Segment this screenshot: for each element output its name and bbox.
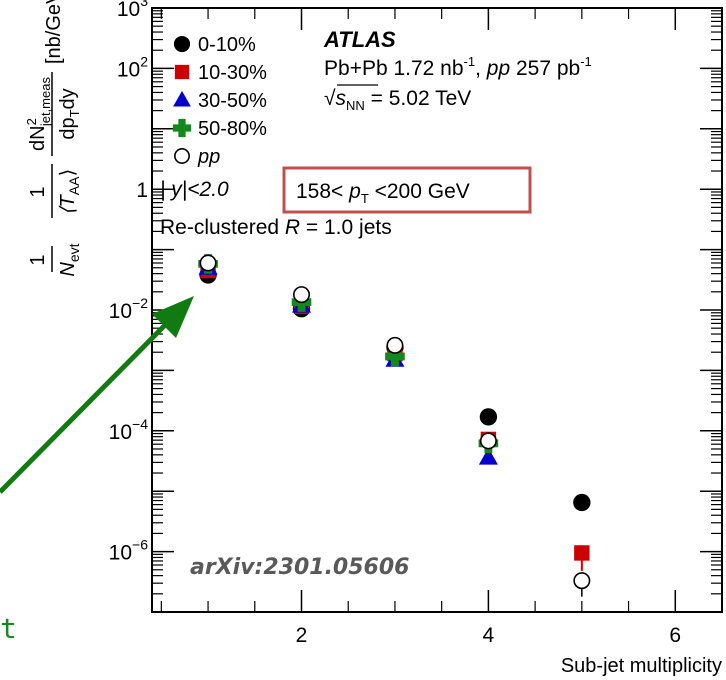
ylabel-frac3-den-tail: dy	[57, 88, 79, 109]
lumi-exp2: -1	[580, 54, 592, 69]
x-tick-label: 4	[483, 624, 495, 647]
rapidity-label: | y|<2.0	[160, 178, 229, 201]
ylabel-units: [nb/GeV]	[43, 0, 65, 64]
jets-post: = 1.0 jets	[300, 216, 392, 239]
atlas-label: ATLAS	[323, 27, 396, 52]
legend-entry-0-10: 0-10%	[198, 34, 256, 56]
svg-text:Nevt: Nevt	[57, 243, 82, 276]
y-tick-label: 10−4	[109, 416, 149, 444]
y-tick-label: 10−6	[109, 537, 149, 565]
energy-label: √sNN = 5.02 TeV	[324, 87, 471, 113]
ylabel-frac3-num: dN	[27, 125, 49, 151]
x-tick-label: 2	[296, 624, 308, 647]
y-axis-label: 1 Nevt 1 ⟨TAA⟩ dN2jet,meas dpTdy [nb/GeV…	[24, 0, 82, 277]
ylabel-frac1-den: N	[57, 262, 79, 277]
partial-glyph: t	[0, 612, 17, 645]
legend: 0-10% 10-30% 30-50% 50-80% pp	[172, 34, 267, 168]
ylabel-frac3-num-sub: jet,meas	[38, 77, 53, 128]
pt-symbol: p	[348, 180, 361, 203]
data-point-0-10-	[573, 493, 591, 512]
legend-markers	[172, 35, 192, 164]
svg-text:dN2jet,meas: dN2jet,meas	[24, 77, 53, 151]
data-points	[198, 254, 591, 597]
lumi-exp1: -1	[464, 54, 476, 69]
annotation-arrow	[0, 296, 194, 494]
legend-entry-pp: pp	[197, 146, 220, 168]
data-point-pp	[199, 254, 217, 272]
ylabel-frac2-den-close: ⟩	[57, 169, 79, 177]
ylabel-frac2-num: 1	[27, 186, 49, 197]
data-point-30-50-	[478, 447, 498, 465]
lumi-pbpb: Pb+Pb 1.72 nb	[324, 57, 464, 80]
legend-entry-30-50: 30-50%	[198, 90, 267, 112]
jets-label: Re-clustered R = 1.0 jets	[160, 216, 392, 239]
lumi-pp: pp	[486, 57, 510, 80]
y-tick-labels: 103 102 1 10−2 10−4 10−6	[109, 0, 149, 565]
ylabel-frac3-den: dp	[57, 117, 79, 139]
jets-r: R	[285, 216, 300, 239]
legend-marker-pp	[174, 148, 190, 164]
data-point-10-30-	[574, 545, 590, 561]
pt-range-label: 158< pT <200 GeV	[296, 180, 470, 206]
data-point-pp	[293, 286, 311, 304]
ylabel-frac3-num-sup: 2	[24, 118, 39, 125]
pt-range-max: <200 GeV	[369, 180, 470, 203]
pt-range-min: 158<	[296, 180, 349, 203]
y-tick-label: 1	[136, 179, 148, 202]
x-tick-label: 6	[669, 624, 681, 647]
svg-text:1: 1	[27, 254, 49, 265]
y-tick-label: 102	[117, 53, 148, 81]
axis-ticks	[152, 7, 723, 613]
data-point-pp	[479, 432, 497, 450]
arxiv-label: arXiv:2301.05606	[190, 555, 409, 580]
x-tick-labels: 2 4 6	[296, 624, 681, 647]
legend-marker-0-10-	[173, 35, 191, 53]
pt-range-box	[282, 166, 532, 214]
legend-entry-50-80: 50-80%	[198, 118, 267, 140]
legend-marker-10-30-	[174, 64, 190, 80]
data-point-0-10-	[479, 408, 498, 426]
data-point-50-80-	[385, 346, 405, 367]
y-tick-label: 103	[117, 0, 148, 21]
data-point-pp	[386, 336, 404, 354]
legend-entry-10-30: 10-30%	[198, 62, 267, 84]
legend-marker-30-50-	[173, 90, 191, 107]
svg-text:dpTdy: dpTdy	[57, 88, 82, 139]
legend-marker-50-80-	[172, 118, 192, 138]
jets-pre: Re-clustered	[160, 216, 285, 239]
ylabel-frac1-den-sub: evt	[66, 243, 82, 262]
lumi-sep: ,	[475, 57, 487, 80]
svg-text:1: 1	[27, 186, 49, 197]
energy-sqrt: √	[324, 87, 336, 110]
ylabel-frac2-den: ⟨T	[57, 193, 79, 215]
ylabel-frac1-num: 1	[27, 254, 49, 265]
energy-s: s	[336, 87, 347, 110]
data-point-pp	[573, 572, 591, 590]
x-axis-label: Sub-jet multiplicity	[561, 655, 722, 677]
ylabel-frac3-den-sub: T	[67, 109, 82, 117]
lumi-pp-value: 257 pb	[510, 57, 580, 80]
svg-text:[nb/GeV]: [nb/GeV]	[43, 0, 65, 64]
energy-value: = 5.02 TeV	[365, 87, 471, 110]
y-tick-label: 10−2	[109, 295, 149, 323]
lumi-label: Pb+Pb 1.72 nb-1, pp 257 pb-1	[324, 54, 592, 80]
pt-sub: T	[361, 191, 369, 206]
energy-sub: NN	[346, 98, 365, 113]
svg-text:⟨TAA⟩: ⟨TAA⟩	[57, 169, 82, 216]
ylabel-frac2-den-sub: AA	[66, 176, 82, 195]
